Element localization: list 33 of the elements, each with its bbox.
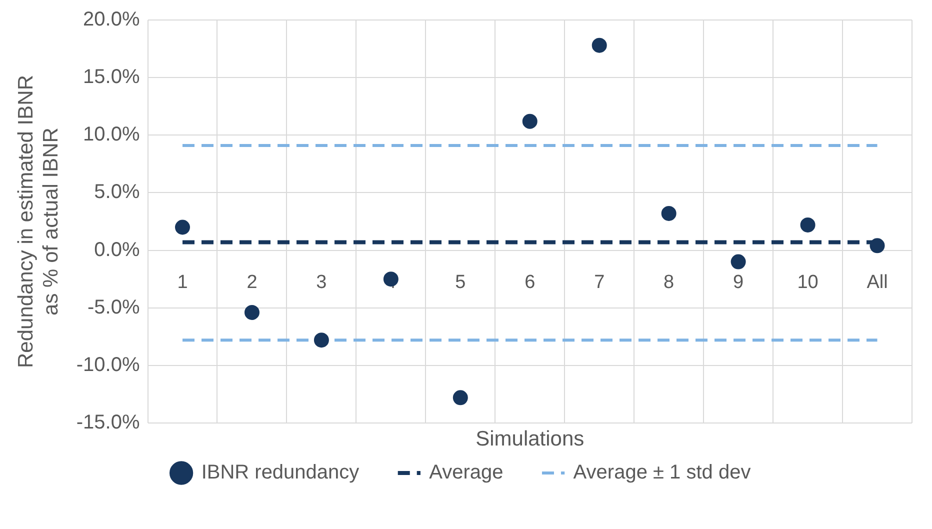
- x-tick-label: 1: [177, 272, 188, 293]
- y-tick-label: 20.0%: [83, 8, 140, 31]
- x-tick-label: 8: [664, 272, 674, 293]
- legend-label: IBNR redundancy: [201, 462, 360, 484]
- legend-label: Average: [429, 462, 504, 484]
- x-tick-label: 7: [594, 272, 605, 293]
- point: [244, 304, 260, 320]
- y-tick-label: 5.0%: [94, 181, 140, 204]
- x-tick-label: 9: [733, 272, 744, 293]
- y-tick-label: -15.0%: [76, 412, 140, 434]
- point: [800, 217, 816, 232]
- x-tick-label: 5: [455, 272, 466, 293]
- x-tick-label: 3: [316, 272, 327, 293]
- y-tick-label: 15.0%: [83, 66, 140, 88]
- point: [175, 220, 190, 235]
- point: [592, 38, 607, 53]
- x-tick-label: 10: [797, 272, 818, 293]
- y-axis-title: Redundancy in estimated IBNR as % of actual IBNR: [14, 75, 63, 368]
- point: [452, 390, 468, 406]
- legend-label: Average ± 1 std dev: [573, 462, 751, 484]
- y-tick-label: 0.0%: [94, 238, 140, 261]
- y-tick-label: 10.0%: [83, 124, 140, 146]
- point: [870, 238, 885, 254]
- point: [314, 332, 329, 348]
- point: [730, 254, 746, 270]
- x-axis-title: Simulations: [476, 427, 584, 450]
- y-tick-label: -5.0%: [88, 296, 140, 318]
- point: [522, 114, 538, 129]
- x-tick-label: All: [866, 272, 888, 293]
- x-tick-label: 6: [524, 272, 536, 293]
- point: [661, 206, 676, 221]
- y-tick-label: -10.0%: [76, 354, 140, 376]
- x-tick-label: 2: [246, 272, 258, 293]
